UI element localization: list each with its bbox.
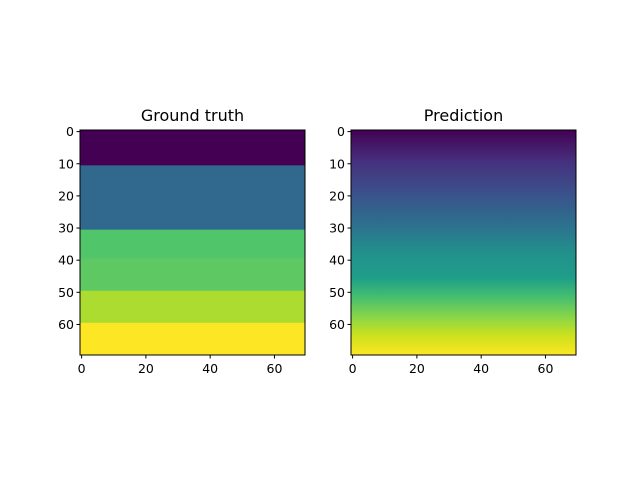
ground-truth-image — [80, 130, 305, 356]
prediction-image — [351, 130, 576, 355]
prediction-ytick-label: 60 — [329, 317, 345, 332]
ground-truth-ytick-label: 10 — [58, 156, 74, 171]
ground-truth-band-2 — [80, 229, 305, 260]
ground-truth-ytick-label: 60 — [58, 317, 74, 332]
ground-truth-band-0 — [80, 130, 305, 166]
prediction-xtick-label: 40 — [473, 361, 489, 376]
prediction-ytick-label: 0 — [337, 124, 345, 139]
prediction-xtick-label: 60 — [538, 361, 554, 376]
ground-truth-xtick-label: 60 — [267, 361, 283, 376]
ground-truth-ytick-label: 0 — [66, 124, 74, 139]
ground-truth-band-1 — [80, 165, 305, 231]
ground-truth-ytick-label: 30 — [58, 221, 74, 236]
prediction-ytick-label: 30 — [329, 221, 345, 236]
ground-truth-band-5 — [80, 322, 305, 356]
prediction-ytick-label: 10 — [329, 156, 345, 171]
prediction-xtick-label: 0 — [349, 361, 357, 376]
prediction-ytick-label: 40 — [329, 253, 345, 268]
ground-truth-panel: Ground truth 0 10 20 30 40 50 60 0 20 40 60 — [58, 106, 306, 376]
ground-truth-ytick-label: 20 — [58, 188, 74, 203]
ground-truth-ytick-label: 40 — [58, 253, 74, 268]
prediction-xtick-label: 20 — [409, 361, 425, 376]
ground-truth-xtick-label: 40 — [202, 361, 218, 376]
ground-truth-band-4 — [80, 290, 305, 324]
prediction-field — [351, 130, 576, 355]
prediction-title: Prediction — [424, 106, 503, 125]
ground-truth-xtick-label: 0 — [78, 361, 86, 376]
ground-truth-ytick-label: 50 — [58, 285, 74, 300]
prediction-ytick-label: 20 — [329, 188, 345, 203]
ground-truth-xtick-label: 20 — [138, 361, 154, 376]
prediction-ytick-label: 50 — [329, 285, 345, 300]
ground-truth-title: Ground truth — [141, 106, 244, 125]
prediction-panel: Prediction 0 10 20 30 40 50 60 0 20 40 60 — [329, 106, 577, 376]
prediction-axes-frame — [350, 129, 577, 356]
ground-truth-band-3 — [80, 258, 305, 292]
ground-truth-axes-frame — [79, 129, 306, 356]
